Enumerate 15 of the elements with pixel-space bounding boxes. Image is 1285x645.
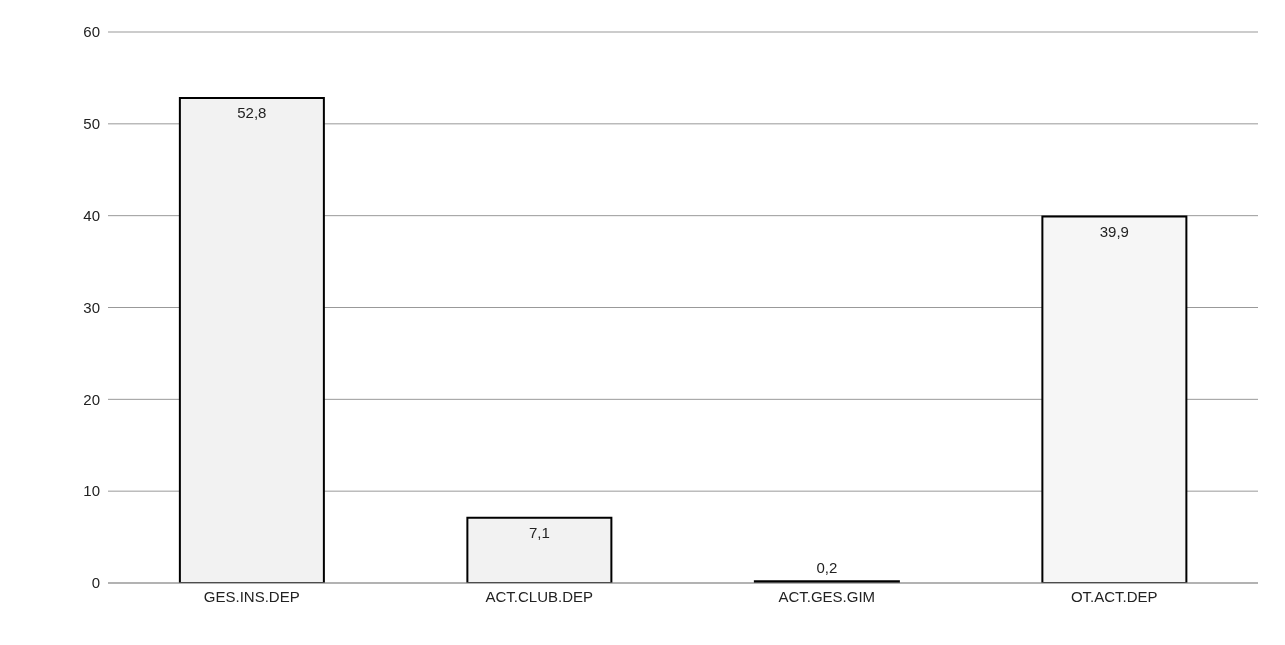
data-label: 7,1 bbox=[528, 523, 550, 541]
data-label: 0,2 bbox=[816, 559, 838, 577]
x-tick-label: ACT.GES.GIM bbox=[778, 587, 876, 605]
data-label: 39,9 bbox=[1099, 222, 1129, 240]
x-tick-label: GES.INS.DEP bbox=[203, 587, 300, 605]
y-tick-label: 60 bbox=[83, 23, 100, 41]
x-tick-label: ACT.CLUB.DEP bbox=[485, 587, 594, 605]
y-tick-label: 30 bbox=[83, 298, 100, 316]
y-tick-label: 10 bbox=[83, 482, 100, 500]
data-label: 52,8 bbox=[237, 104, 267, 122]
y-tick-label: 40 bbox=[83, 206, 100, 224]
y-tick-label: 20 bbox=[83, 390, 100, 408]
y-tick-label: 0 bbox=[91, 574, 100, 592]
x-tick-label: OT.ACT.DEP bbox=[1070, 587, 1158, 605]
y-tick-label: 50 bbox=[83, 115, 100, 133]
